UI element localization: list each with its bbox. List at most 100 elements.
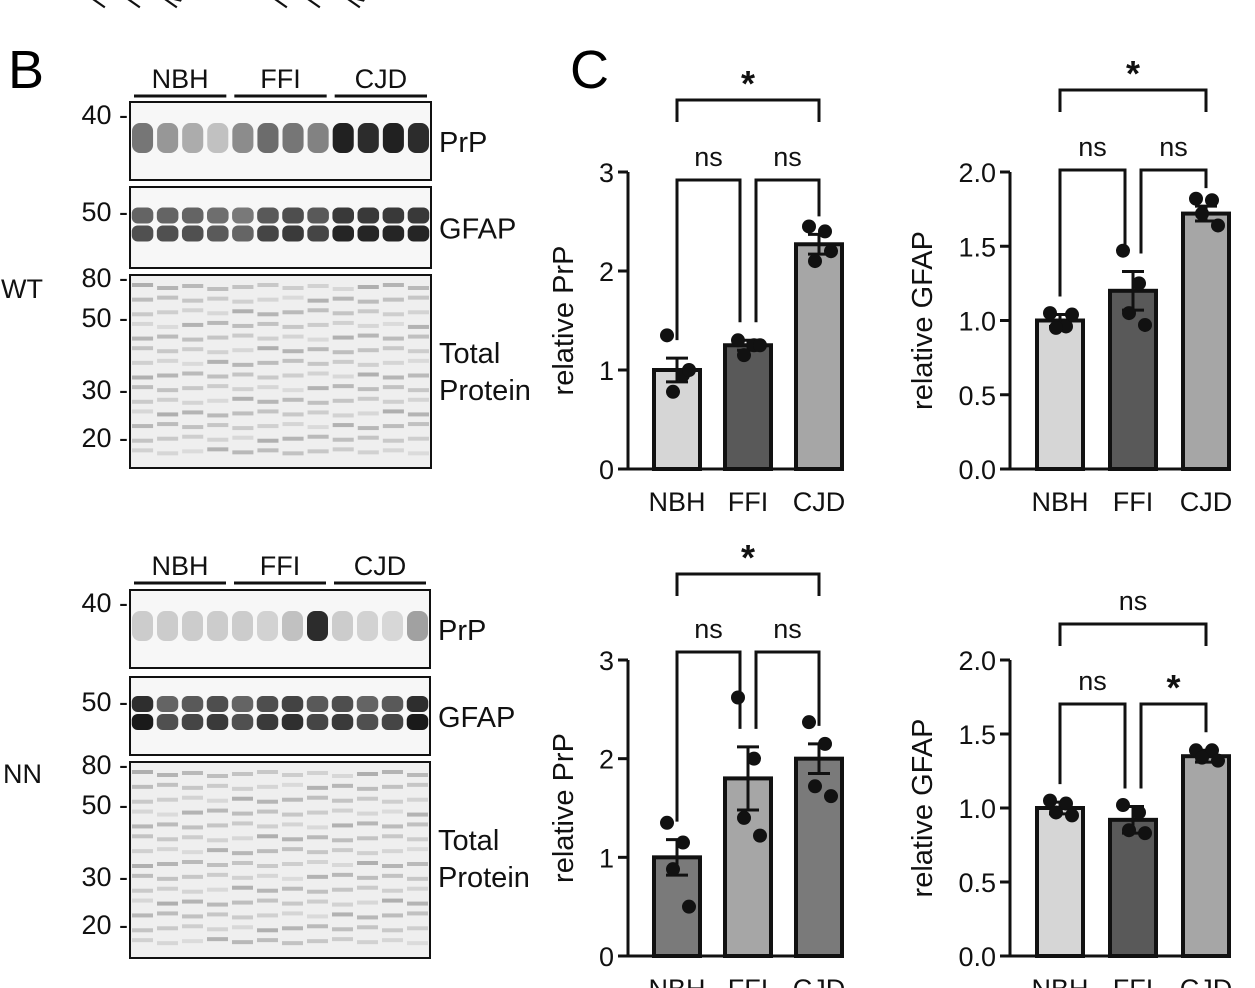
total-protein-band xyxy=(132,297,154,302)
total-protein-band xyxy=(407,862,428,866)
gfap-band-upper xyxy=(357,207,380,224)
total-protein-band xyxy=(407,388,429,393)
total-protein-band xyxy=(307,337,329,342)
significance-bracket xyxy=(1058,168,1127,297)
prp-band xyxy=(157,611,178,641)
total-protein-band xyxy=(182,434,204,439)
gfap-band-lower xyxy=(306,714,329,730)
total-protein-band xyxy=(382,888,403,893)
total-protein-band xyxy=(257,834,278,839)
total-protein-band xyxy=(357,821,378,826)
total-protein-band xyxy=(282,911,303,916)
total-protein-band xyxy=(257,385,279,390)
gfap-band-upper xyxy=(307,207,329,224)
total-protein-band xyxy=(407,901,428,906)
total-protein-band xyxy=(132,834,153,839)
total-protein-band xyxy=(307,308,329,313)
prp-band xyxy=(132,611,153,641)
data-point xyxy=(660,815,674,830)
total-protein-band xyxy=(182,371,204,376)
total-protein-band xyxy=(207,320,229,325)
total-protein-band xyxy=(232,435,254,440)
total-protein-band xyxy=(332,937,353,942)
total-protein-band xyxy=(357,851,378,856)
y-tick-label: 2 xyxy=(599,745,614,775)
data-point xyxy=(1195,750,1209,765)
prp-label: PrP xyxy=(439,127,487,159)
gfap-band-lower xyxy=(331,714,354,730)
total-protein-band xyxy=(157,773,178,777)
y-tick-label: 0 xyxy=(599,455,614,485)
gfap-band-lower xyxy=(206,714,229,730)
y-tick-label: 0.0 xyxy=(958,942,996,972)
cropped-label: N xyxy=(83,0,118,13)
kda-marker: 50 - xyxy=(81,687,128,717)
total-protein-band xyxy=(332,350,354,355)
total-protein-band xyxy=(257,913,278,918)
total-protein-band xyxy=(132,799,153,804)
total-protein-band xyxy=(157,901,178,906)
total-protein-band xyxy=(357,333,379,338)
significance-label: ns xyxy=(1159,132,1188,162)
total-protein-band xyxy=(207,937,228,942)
total-protein-band xyxy=(382,375,404,380)
total-protein-band xyxy=(282,822,303,827)
significance-bracket xyxy=(675,650,742,822)
total-protein-band xyxy=(182,860,203,864)
data-point xyxy=(1065,808,1079,823)
total-protein-band xyxy=(382,438,404,443)
total-protein-band xyxy=(357,925,378,930)
total-protein-band xyxy=(207,335,229,340)
data-point xyxy=(666,384,680,399)
total-protein-band xyxy=(382,898,403,903)
total-protein-band xyxy=(207,927,228,932)
data-point xyxy=(1065,307,1079,322)
total-label: Total xyxy=(438,825,499,857)
kda-marker: 50 - xyxy=(81,303,128,333)
prp-strip xyxy=(129,589,431,669)
total-protein-band xyxy=(307,434,329,439)
total-protein-band xyxy=(382,834,403,839)
x-tick-label: NBH xyxy=(1031,487,1088,517)
kda-marker: 30 - xyxy=(81,375,128,405)
total-protein-band xyxy=(332,437,354,442)
total-protein-band xyxy=(357,426,379,431)
total-protein-band xyxy=(257,799,278,804)
x-tick-label: CJD xyxy=(793,487,846,517)
total-protein-band xyxy=(307,771,328,775)
total-protein-band xyxy=(182,771,203,775)
total-protein-band xyxy=(357,323,379,328)
total-protein-band xyxy=(332,808,353,813)
total-protein-band xyxy=(307,835,328,840)
chart-wt-prp: 0 1 2 3 relative PrP NBH FFI CJD ns ns * xyxy=(548,63,845,517)
gfap-band-upper xyxy=(207,207,229,224)
data-point xyxy=(802,219,816,234)
y-tick-label: 2 xyxy=(599,257,614,287)
kda-marker: 50 - xyxy=(81,790,128,820)
gfap-band-upper xyxy=(331,696,354,712)
y-axis-label: relative GFAP xyxy=(907,231,939,410)
total-protein-band xyxy=(307,785,328,790)
total-protein-band xyxy=(157,388,179,393)
significance-label: ns xyxy=(1078,132,1107,162)
significance-bracket xyxy=(1058,88,1208,112)
data-point xyxy=(1189,191,1203,206)
prp-band xyxy=(232,611,253,641)
prp-band xyxy=(182,123,204,153)
data-point xyxy=(1205,193,1219,208)
total-protein-band xyxy=(332,311,354,316)
total-protein-band xyxy=(182,308,204,313)
y-tick-label: 1 xyxy=(599,356,614,386)
total-protein-band xyxy=(157,911,178,916)
total-protein-band xyxy=(232,940,253,945)
total-protein-band xyxy=(357,836,378,841)
panel-letter-b: B xyxy=(8,40,44,100)
total-protein-band xyxy=(332,912,353,917)
gfap-band-lower xyxy=(231,714,254,730)
significance-bracket xyxy=(675,178,742,341)
total-protein-band xyxy=(407,926,428,931)
total-protein-band xyxy=(407,358,429,363)
total-protein-band xyxy=(132,898,153,903)
total-protein-band xyxy=(357,940,378,945)
